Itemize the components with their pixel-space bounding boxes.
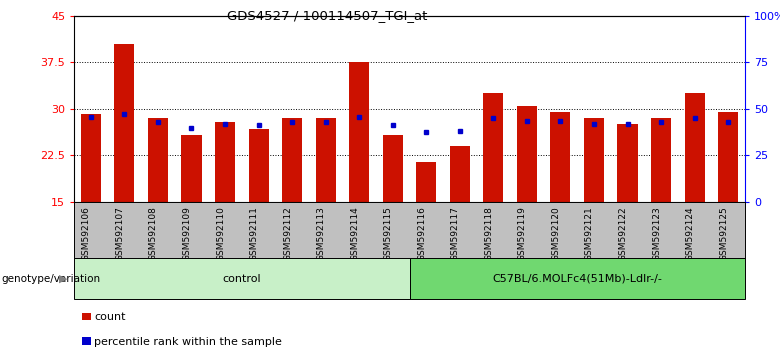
Bar: [249, 129, 268, 202]
Text: GSM592120: GSM592120: [551, 206, 560, 261]
Bar: [651, 118, 671, 202]
Text: GSM592121: GSM592121: [585, 206, 594, 261]
Text: GSM592125: GSM592125: [719, 206, 729, 261]
Text: GSM592111: GSM592111: [250, 206, 259, 261]
Bar: [115, 44, 134, 202]
Text: GSM592114: GSM592114: [350, 206, 359, 261]
Bar: [383, 135, 402, 202]
Bar: [417, 161, 436, 202]
Bar: [316, 118, 335, 202]
Bar: [450, 146, 470, 202]
Bar: [718, 112, 738, 202]
Bar: [551, 112, 570, 202]
Bar: [81, 114, 101, 202]
Text: GSM592107: GSM592107: [115, 206, 125, 261]
Text: GSM592110: GSM592110: [216, 206, 225, 261]
Bar: [349, 62, 369, 202]
Bar: [182, 135, 201, 202]
Text: GSM592109: GSM592109: [183, 206, 192, 261]
Text: GSM592108: GSM592108: [149, 206, 158, 261]
Text: GSM592118: GSM592118: [484, 206, 494, 261]
Text: genotype/variation: genotype/variation: [2, 274, 101, 284]
Text: GSM592123: GSM592123: [652, 206, 661, 261]
Bar: [584, 118, 604, 202]
Text: GSM592117: GSM592117: [451, 206, 460, 261]
Text: GSM592116: GSM592116: [417, 206, 426, 261]
Bar: [685, 93, 704, 202]
Bar: [282, 118, 302, 202]
Text: GSM592113: GSM592113: [317, 206, 326, 261]
Text: count: count: [94, 312, 126, 322]
Text: GSM592106: GSM592106: [82, 206, 90, 261]
Text: C57BL/6.MOLFc4(51Mb)-Ldlr-/-: C57BL/6.MOLFc4(51Mb)-Ldlr-/-: [492, 274, 662, 284]
Bar: [215, 122, 235, 202]
Text: GSM592112: GSM592112: [283, 206, 292, 261]
Bar: [484, 93, 503, 202]
Text: percentile rank within the sample: percentile rank within the sample: [94, 337, 282, 347]
Text: GSM592124: GSM592124: [686, 206, 695, 261]
Text: GSM592119: GSM592119: [518, 206, 527, 261]
Bar: [517, 106, 537, 202]
Bar: [74, 258, 410, 299]
Bar: [148, 118, 168, 202]
Text: GSM592115: GSM592115: [384, 206, 393, 261]
Text: ▶: ▶: [59, 274, 68, 284]
Bar: [410, 258, 745, 299]
Text: GDS4527 / 100114507_TGI_at: GDS4527 / 100114507_TGI_at: [228, 9, 427, 22]
Bar: [618, 124, 637, 202]
Text: GSM592122: GSM592122: [619, 206, 627, 261]
Text: control: control: [222, 274, 261, 284]
